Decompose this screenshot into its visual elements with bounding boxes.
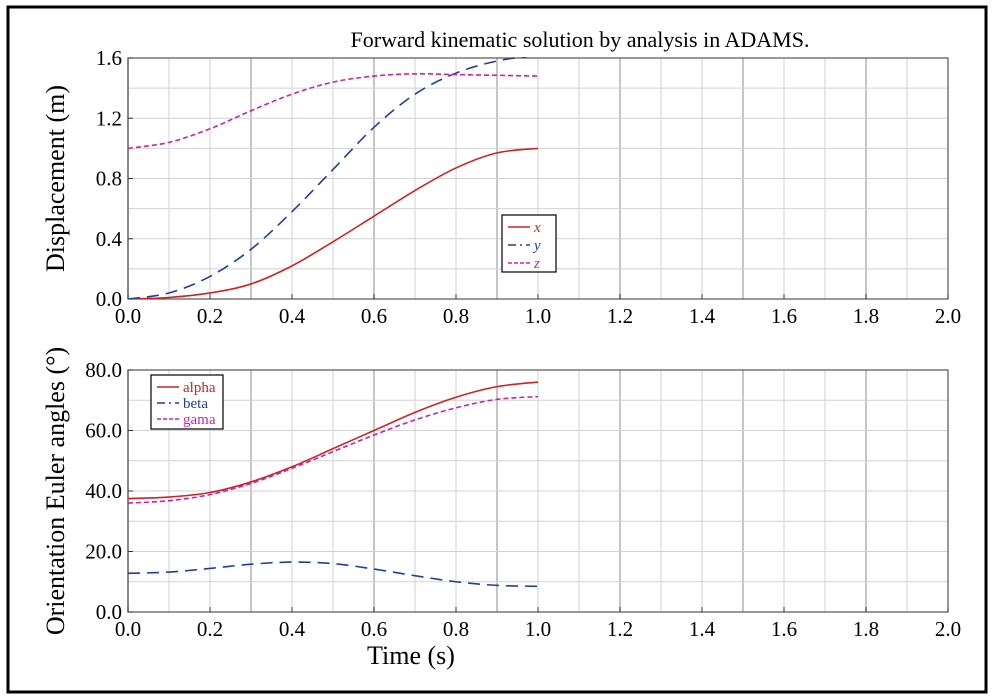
euler-ytick-label: 20.0 <box>85 540 122 564</box>
euler-xtick-label: 2.0 <box>935 617 961 641</box>
disp-legend-label-z: z <box>533 256 540 272</box>
disp-series-x <box>128 147 539 299</box>
displacement-chart: 0.0 0.2 0.4 0.6 0.8 1.0 1.2 1.4 1.6 1.8 2.0 0.0 0.4 0… <box>41 27 961 328</box>
euler-angles-chart: 0.0 0.2 0.4 0.6 0.8 1.0 1.2 1.4 1.6 1.8 2.0 0.0 20.0… <box>41 347 961 670</box>
disp-xtick-label: 0.6 <box>361 304 387 328</box>
euler-legend-label-gama: gama <box>183 412 216 428</box>
euler-ylabel: Orientation Euler angles (°) <box>41 347 70 635</box>
euler-xtick-label: 1.0 <box>525 617 551 641</box>
disp-ytick-label: 1.2 <box>96 106 122 130</box>
euler-ytick-label: 80.0 <box>85 358 122 382</box>
disp-ytick-label: 0.4 <box>96 227 123 251</box>
disp-legend-label-x: x <box>533 220 541 236</box>
euler-xtick-label: 1.8 <box>853 617 879 641</box>
euler-ytick-label: 0.0 <box>96 600 122 624</box>
disp-series-z <box>128 72 539 150</box>
disp-xtick-label: 1.6 <box>771 304 797 328</box>
disp-xtick-label: 1.2 <box>607 304 633 328</box>
euler-xtick-label: 1.2 <box>607 617 633 641</box>
disp-ylabel: Displacement (m) <box>41 85 70 272</box>
euler-ytick-label: 60.0 <box>85 419 122 443</box>
euler-series-alpha <box>128 381 539 500</box>
euler-xtick-label: 0.6 <box>361 617 387 641</box>
disp-ytick-label: 1.6 <box>96 46 122 70</box>
euler-legend-box <box>150 374 224 430</box>
euler-series-gama <box>128 395 539 504</box>
disp-legend: xyz <box>501 214 557 273</box>
euler-xtick-label: 1.4 <box>689 617 716 641</box>
disp-xtick-label: 1.0 <box>525 304 551 328</box>
disp-ytick-label: 0.8 <box>96 167 122 191</box>
euler-legend-label-beta: beta <box>183 396 208 412</box>
euler-xtick-label: 1.6 <box>771 617 797 641</box>
euler-xtick-label: 0.8 <box>443 617 469 641</box>
disp-xtick-label: 1.8 <box>853 304 879 328</box>
disp-xtick-label: 1.4 <box>689 304 716 328</box>
disp-legend-label-y: y <box>532 238 541 254</box>
euler-xtick-label: 0.4 <box>279 617 306 641</box>
disp-xtick-label: 0.0 <box>115 304 141 328</box>
euler-xtick-label: 0.0 <box>115 617 141 641</box>
disp-ytick-label: 0.0 <box>96 287 122 311</box>
euler-legend-label-alpha: alpha <box>183 380 216 396</box>
euler-xtick-label: 0.2 <box>197 617 223 641</box>
disp-xtick-label: 0.8 <box>443 304 469 328</box>
euler-ytick-label: 40.0 <box>85 479 122 503</box>
disp-chart-title: Forward kinematic solution by analysis i… <box>351 27 810 52</box>
euler-xlabel: Time (s) <box>367 641 455 670</box>
disp-xtick-label: 0.4 <box>279 304 306 328</box>
disp-xtick-label: 0.2 <box>197 304 223 328</box>
disp-series-y <box>128 57 529 299</box>
disp-xtick-label: 2.0 <box>935 304 961 328</box>
